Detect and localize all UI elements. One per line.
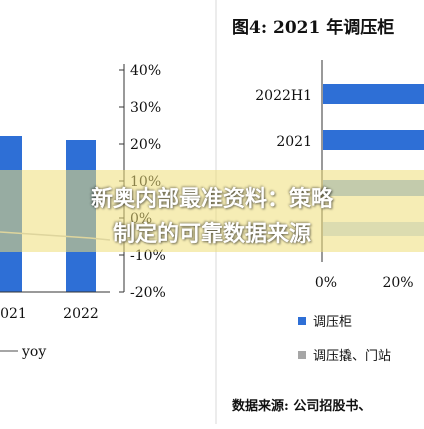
legend-swatch-1 [298, 351, 306, 359]
y2-tick-label: 40% [130, 63, 161, 79]
x-tick-label-2021: 2021 [0, 306, 27, 322]
caption-overlay-line-1: 新奥内部最准资料：策略 [90, 187, 333, 212]
chart-title: 图4: 2021 年调压柜 [232, 17, 394, 38]
legend-label-0: 调压柜 [313, 315, 352, 330]
legend-swatch-0 [298, 317, 306, 325]
source-note: 数据来源: 公司招股书、 [232, 398, 371, 414]
y-tick-label-2021: 2021 [276, 134, 312, 150]
y2-tick-label: -20% [130, 285, 166, 301]
legend-yoy-label: yoy [21, 344, 46, 360]
caption-overlay-band [0, 170, 424, 252]
y2-tick-label: 30% [130, 100, 161, 116]
hbar-2021 [323, 130, 424, 150]
x-tick-label: 20% [382, 275, 413, 291]
x-tick-label: 0% [315, 275, 337, 291]
y-tick-label-2022H1: 2022H1 [255, 88, 312, 104]
x-tick-label-2022: 2022 [63, 306, 99, 322]
hbar-2022H1 [323, 84, 424, 104]
legend-label-1: 调压撬、门站 [313, 349, 391, 364]
y2-tick-label: 20% [130, 137, 161, 153]
caption-overlay-line-2: 制定的可靠数据来源 [112, 222, 311, 247]
y2-tick-label: -10% [130, 248, 166, 264]
